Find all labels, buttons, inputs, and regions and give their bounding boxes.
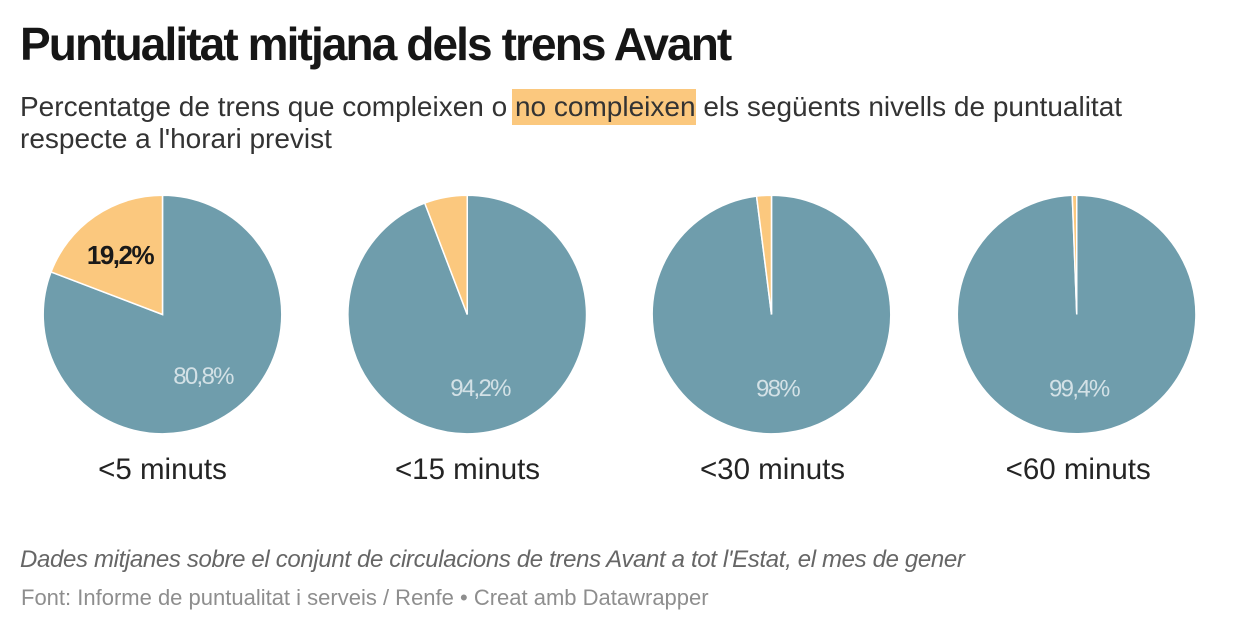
svg-text:94,2%: 94,2% [450, 375, 511, 402]
svg-text:98%: 98% [756, 376, 800, 403]
svg-text:19,2%: 19,2% [87, 240, 155, 270]
svg-text:99,4%: 99,4% [1049, 376, 1110, 403]
svg-text:80,8%: 80,8% [173, 363, 234, 390]
